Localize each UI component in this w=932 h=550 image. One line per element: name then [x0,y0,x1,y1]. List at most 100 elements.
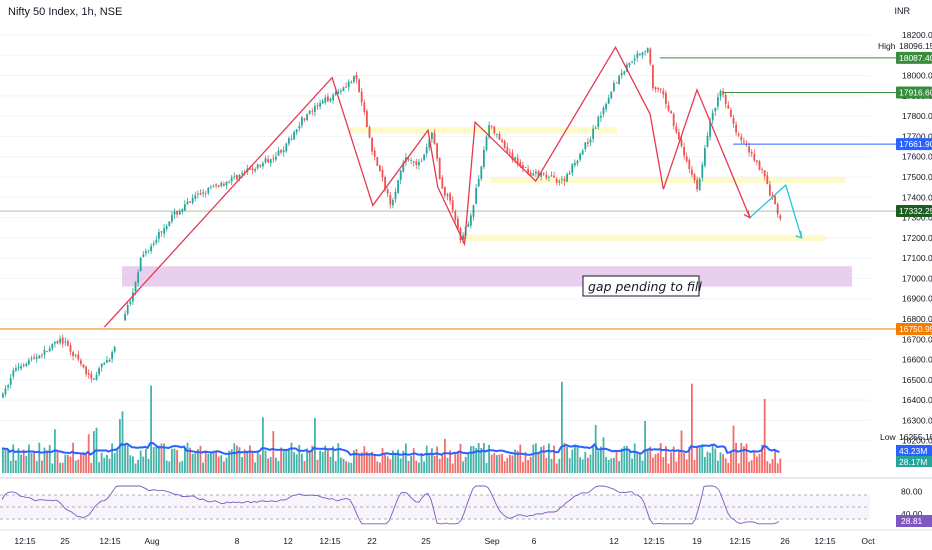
candle-body [485,136,488,151]
volume-bar [256,450,259,473]
volume-bar [243,449,246,473]
candle-body [204,193,207,195]
volume-bar [488,444,490,473]
volume-bar [249,445,251,473]
candle-body [22,364,25,366]
volume-bar [737,463,740,473]
candle-body [74,354,77,356]
candle-body [493,126,496,134]
price-tick-label: 17500.00 [902,172,932,182]
volume-bar [366,451,368,473]
volume-bar [210,453,212,473]
volume-bar [776,463,779,473]
rsi-tag [896,515,932,527]
volume-bar [22,449,25,473]
volume-bar [639,452,641,473]
volume-bar [540,446,542,473]
candle-body [553,175,555,178]
candle-body [696,179,698,190]
price-tick-label: 17200.00 [902,233,932,243]
zigzag-line [103,45,751,328]
volume-bar [72,442,74,473]
candle-body [256,164,259,169]
candle-body [589,139,592,143]
candle-body [233,176,236,178]
candle-body [701,164,704,178]
volume-bar [472,445,475,473]
candle-body [584,142,587,150]
candle-body [254,169,256,171]
volume-bar [233,443,236,473]
candle-body [615,82,618,84]
volume-bar [628,449,631,473]
candle-body [134,282,137,292]
candle-body [678,132,680,140]
volume-bar [542,445,545,473]
volume-bar [4,449,7,473]
price-tick-label: 16300.00 [902,415,932,425]
volume-bar [553,445,555,473]
candle-body [7,385,9,388]
volume-bar [116,448,119,473]
volume-bar [654,454,657,473]
candle-body [451,200,454,210]
volume-bar [100,452,103,473]
candle-body [82,364,85,368]
volume-bar [134,463,137,473]
candle-body [766,175,769,185]
price-tick-label: 16800.00 [902,314,932,324]
volume-bar [659,443,662,473]
candle-body [496,134,498,135]
volume-bar [420,453,423,473]
volume-bar [675,461,678,473]
volume-bar [316,459,319,473]
candle-body [15,368,17,371]
candle-body [758,161,761,170]
volume-bar [145,448,147,473]
candle-body [163,228,165,234]
candle-body [779,215,782,219]
volume-bar [215,451,217,473]
volume-bar [636,453,639,473]
volume-bar [25,455,28,473]
volume-bar [457,451,459,473]
candle-body [646,48,649,53]
volume-bar [59,462,61,473]
candle-body [355,75,358,80]
candle-body [308,110,311,114]
level-tag-label: 17916.60 [899,87,932,97]
candle-body [95,374,98,380]
volume-bar [360,452,363,473]
volume-bar [9,460,12,473]
price-tick-label: 16200.00 [902,436,932,446]
volume-bar [267,458,269,473]
candle-body [168,221,171,227]
volume-bar [306,448,308,473]
volume-bar [740,442,743,473]
volume-bar [337,443,340,473]
volume-bar [285,448,288,473]
volume-bar [613,457,615,473]
candle-body [724,94,727,104]
candle-body [272,158,275,160]
candle-body [683,146,685,156]
time-tick-label: Sep [484,536,499,546]
volume-bar [727,462,730,473]
volume-bar [607,459,610,473]
volume-bar [139,450,142,473]
candle-body [776,204,779,215]
volume-bar [451,463,454,473]
zigzag-arrowhead [743,210,751,219]
low-label: Low [880,432,896,442]
candle-body [321,100,324,104]
candle-body [602,107,605,115]
volume-bar [392,450,394,473]
candle-body [727,105,730,109]
candle-body [376,157,379,166]
candle-body [342,87,345,92]
volume-bar [262,417,264,473]
volume-bar [137,459,139,473]
chart-title: Nifty 50 Index, 1h, NSE [8,6,123,18]
candle-body [769,184,771,196]
candle-body [748,146,750,153]
